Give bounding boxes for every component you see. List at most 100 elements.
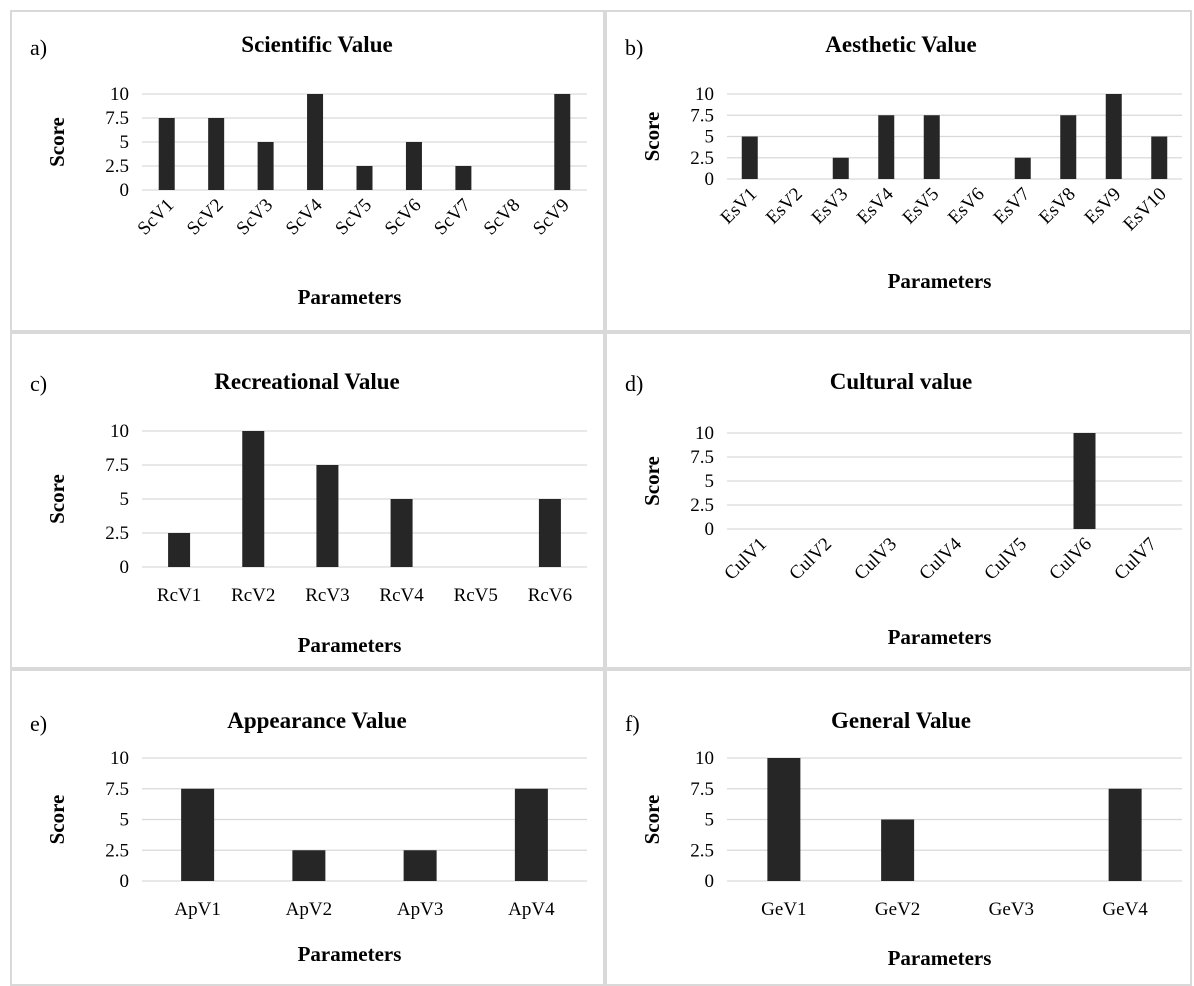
x-tick-label: EsV9 [1081,184,1126,229]
panel-cultural-value: d) Cultural value 0 2.5 5 7.5 10 CulV1 CulV2 CulV… [605,332,1192,669]
chart-title: Appearance Value [227,708,407,733]
panel-appearance-value: e) Appearance Value 0 2.5 5 7.5 10 ApV1 ApV2 ApV3… [10,669,605,986]
y-tick-label: 7.5 [690,779,714,800]
y-tick-label: 7.5 [105,779,129,800]
bar-EsV8 [1060,115,1077,179]
bar-RcV6 [538,499,561,567]
chart-title: Recreational Value [214,369,399,394]
x-tick-label: CulV1 [720,534,771,585]
x-tick-label: EsV1 [717,184,762,229]
y-tick-label: 7.5 [105,455,129,476]
y-tick-label: 10 [695,84,714,105]
panel-label: f) [625,711,640,736]
x-tick-label: ScV5 [331,195,376,240]
x-tick-label: RcV5 [454,585,498,606]
x-tick-label: CulV2 [785,534,836,585]
bar-ScV3 [257,142,274,190]
x-tick-label: EsV10 [1119,184,1170,235]
y-tick-label: 7.5 [690,105,714,126]
y-tick-label: 2.5 [105,523,129,544]
y-tick-label: 2.5 [690,148,714,169]
chart-grid: a) Scientific Value 0 2.5 5 7.5 10 ScV1 ScV2 ScV3… [10,10,1192,986]
bar-ScV1 [158,118,175,190]
y-tick-label: 10 [110,748,129,769]
bar-ScV9 [554,94,571,190]
panel-recreational-value: c) Recreational Value 0 2.5 5 7.5 10 RcV1 RcV2 Rc… [10,332,605,669]
x-tick-label: ScV2 [183,195,228,240]
y-tick-label: 0 [705,169,715,190]
x-tick-label: CulV3 [850,534,901,585]
panel-label: a) [30,35,47,60]
bar-RcV2 [242,431,265,567]
y-tick-label: 5 [705,810,715,831]
x-tick-label: ScV1 [134,195,179,240]
y-tick-label: 5 [705,471,715,492]
x-tick-label: GeV4 [1102,899,1148,920]
y-tick-label: 2.5 [105,156,129,177]
bar-ApV2 [292,850,326,881]
x-tick-label: ScV8 [480,195,525,240]
x-tick-label: ScV7 [430,195,475,240]
x-axis-title: Parameters [888,946,992,970]
chart-svg: d) Cultural value 0 2.5 5 7.5 10 CulV1 CulV2 CulV… [625,369,1182,649]
bar-ScV5 [356,166,373,190]
x-tick-label: GeV3 [989,899,1034,920]
x-tick-label: EsV6 [944,184,989,229]
chart-svg: f) General Value 0 2.5 5 7.5 10 GeV1 GeV2 GeV3 GeV… [625,708,1182,970]
bar-EsV1 [741,136,758,179]
bar-EsV9 [1105,94,1122,179]
bar-EsV7 [1014,157,1031,179]
bar-EsV3 [832,157,849,179]
y-tick-label: 0 [120,871,130,892]
x-tick-label: RcV1 [157,585,201,606]
bar-EsV4 [878,115,895,179]
x-tick-label: ApV1 [174,899,220,920]
x-tick-label: EsV2 [762,184,807,229]
bar-ScV7 [455,166,472,190]
y-axis-title: Score [640,456,664,506]
bar-EsV5 [923,115,940,179]
x-tick-label: ScV4 [282,194,327,239]
bar-ScV4 [307,94,324,190]
bar-GeV4 [1108,788,1142,881]
y-tick-label: 10 [695,748,714,769]
x-tick-label: EsV8 [1035,184,1080,229]
panel-general-value: f) General Value 0 2.5 5 7.5 10 GeV1 GeV2 GeV3 GeV… [605,669,1192,986]
panel-label: b) [625,35,643,60]
chart-title: General Value [831,708,971,733]
panel-label: d) [625,371,643,396]
y-axis-title: Score [640,112,664,162]
x-axis-title: Parameters [888,625,992,649]
bar-EsV10 [1151,136,1168,179]
y-tick-label: 0 [705,871,715,892]
x-tick-label: CulV7 [1110,534,1161,585]
y-tick-label: 5 [120,810,130,831]
x-axis-title: Parameters [888,269,992,293]
bar-ScV2 [208,118,225,190]
bar-RcV4 [390,499,413,567]
x-tick-label: GeV1 [761,899,806,920]
y-tick-label: 7.5 [690,447,714,468]
x-tick-label: EsV4 [853,183,898,228]
x-tick-label: CulV4 [915,533,966,584]
y-tick-label: 5 [120,132,130,153]
x-tick-label: ScV6 [381,195,426,240]
bar-GeV1 [767,758,801,881]
y-tick-label: 0 [120,180,130,201]
y-tick-label: 7.5 [105,108,129,129]
x-tick-label: GeV2 [875,899,920,920]
y-tick-label: 2.5 [690,840,714,861]
y-axis-title: Score [45,795,69,845]
x-tick-label: RcV6 [528,585,572,606]
x-tick-label: RcV3 [305,585,349,606]
y-tick-label: 2.5 [105,840,129,861]
x-axis-title: Parameters [298,633,402,657]
chart-svg: e) Appearance Value 0 2.5 5 7.5 10 ApV1 ApV2 ApV3… [30,708,587,966]
x-tick-label: ScV9 [529,195,574,240]
y-tick-label: 10 [110,84,129,105]
x-tick-label: EsV3 [808,184,853,229]
y-tick-label: 0 [705,519,715,540]
chart-svg: c) Recreational Value 0 2.5 5 7.5 10 RcV1 RcV2 Rc… [30,369,587,657]
panel-scientific-value: a) Scientific Value 0 2.5 5 7.5 10 ScV1 ScV2 ScV3… [10,10,605,332]
x-tick-label: ApV4 [508,899,555,920]
